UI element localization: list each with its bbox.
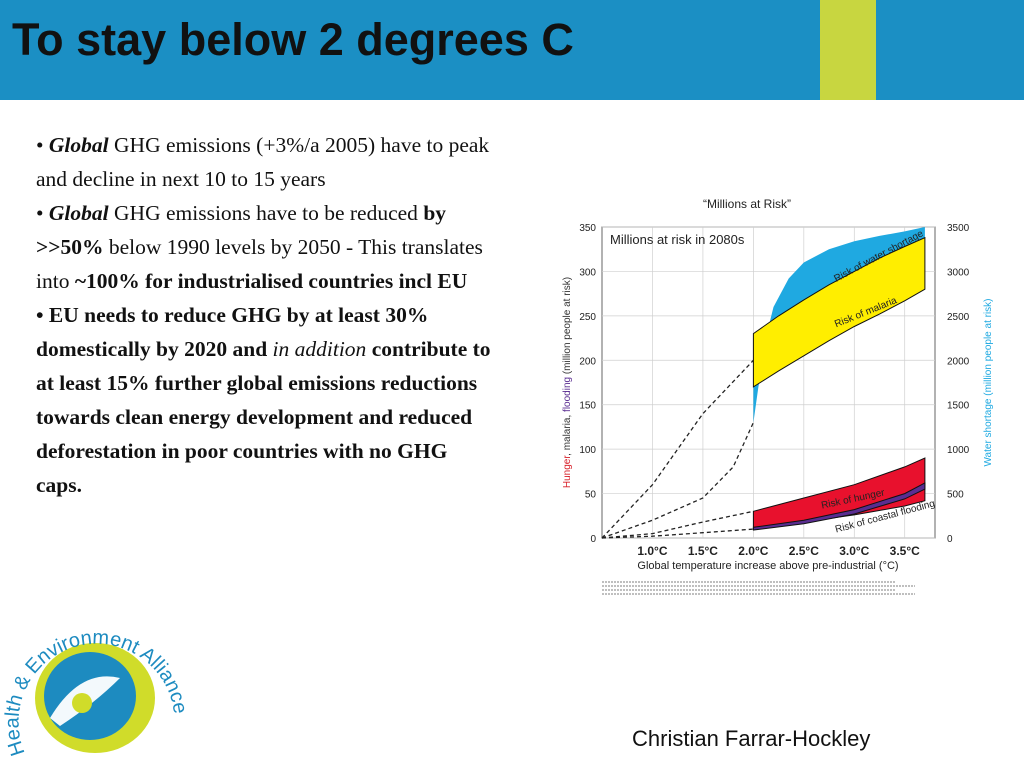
y-tick-right: 3500: [947, 223, 970, 234]
band-risk-of-coastal-flooding: [752, 482, 926, 531]
bullet-text: GHG emissions have to be reduced: [108, 201, 424, 225]
accent-stripe-right: [876, 0, 1024, 100]
y-tick-right: 0: [947, 534, 953, 545]
y-tick-left: 0: [590, 534, 596, 545]
bullet-item: • Global GHG emissions have to be reduce…: [36, 196, 496, 298]
x-tick: 1.0°C: [637, 544, 667, 558]
bullet-text: Global: [48, 201, 109, 225]
y-tick-right: 1000: [947, 445, 970, 456]
bullet-text: in addition: [272, 337, 367, 361]
y-tick-right: 500: [947, 490, 964, 501]
x-axis-label: Global temperature increase above pre-in…: [637, 560, 898, 572]
dashed-extrapolation-line: [601, 359, 754, 539]
bullet-text: by >>50%: [36, 201, 447, 259]
bullet-text: Global: [48, 133, 109, 157]
y-axis-label-part: Hunger: [562, 455, 573, 488]
y-tick-left: 200: [579, 356, 596, 367]
x-tick: 2.5°C: [789, 544, 819, 558]
millions-at-risk-chart: Risk of water shortage Risk of malaria Ris…: [555, 190, 1005, 600]
slide-title: To stay below 2 degrees C: [12, 14, 574, 65]
y-tick-left: 300: [579, 267, 596, 278]
bullet-item: • Global GHG emissions (+3%/a 2005) have…: [36, 128, 496, 196]
author-name: Christian Farrar-Hockley: [632, 726, 871, 751]
x-tick: 3.5°C: [890, 544, 920, 558]
y-tick-left: 150: [579, 401, 596, 412]
bullet-text: •: [36, 201, 49, 225]
dashed-extrapolation-line: [601, 528, 754, 539]
y-axis-label-left: Hunger, malaria, flooding (million peopl…: [562, 277, 573, 488]
x-tick: 3.0°C: [839, 544, 869, 558]
y-tick-right: 3000: [947, 267, 970, 278]
bullet-text: •: [36, 133, 49, 157]
title-bar: To stay below 2 degrees C: [0, 0, 1024, 100]
y-tick-right: 2500: [947, 312, 970, 323]
bullet-text: contribute to at least 15% further globa…: [36, 337, 491, 497]
bullet-text: ~100% for industrialised countries incl …: [74, 269, 468, 293]
chart-title: “Millions at Risk”: [703, 197, 791, 211]
x-tick: 1.5°C: [688, 544, 718, 558]
bullet-text: GHG emissions (+3%/a 2005) have to peak …: [36, 133, 490, 191]
y-tick-right: 2000: [947, 356, 970, 367]
bullet-list: • Global GHG emissions (+3%/a 2005) have…: [36, 128, 496, 502]
accent-stripe: [820, 0, 876, 100]
y-tick-left: 50: [585, 490, 597, 501]
bullet-text: • EU needs to reduce GHG by at least 30%…: [36, 303, 429, 361]
bullet-text: below 1990 levels by 2050 - This transla…: [36, 235, 483, 293]
band-risk-of-water-shortage: [753, 227, 925, 458]
dashed-extrapolation-line: [601, 422, 754, 539]
y-tick-left: 250: [579, 312, 596, 323]
chart-subtitle: Millions at risk in 2080s: [610, 232, 745, 247]
y-axis-label-part: , malaria,: [562, 412, 573, 456]
y-axis-label-right: Water shortage (million people at risk): [983, 298, 994, 466]
logo-head-icon: [72, 693, 92, 713]
bullet-item: • EU needs to reduce GHG by at least 30%…: [36, 298, 496, 502]
y-axis-label-part: flooding: [562, 377, 573, 412]
dashed-extrapolation-line: [601, 510, 754, 539]
y-tick-left: 100: [579, 445, 596, 456]
y-tick-right: 1500: [947, 401, 970, 412]
y-axis-label-part: (million people at risk): [562, 277, 573, 377]
x-tick: 2.0°C: [738, 544, 768, 558]
hea-logo: Health & Environment Alliance: [1, 627, 191, 759]
band-risk-of-malaria: [752, 236, 926, 388]
y-tick-left: 350: [579, 223, 596, 234]
